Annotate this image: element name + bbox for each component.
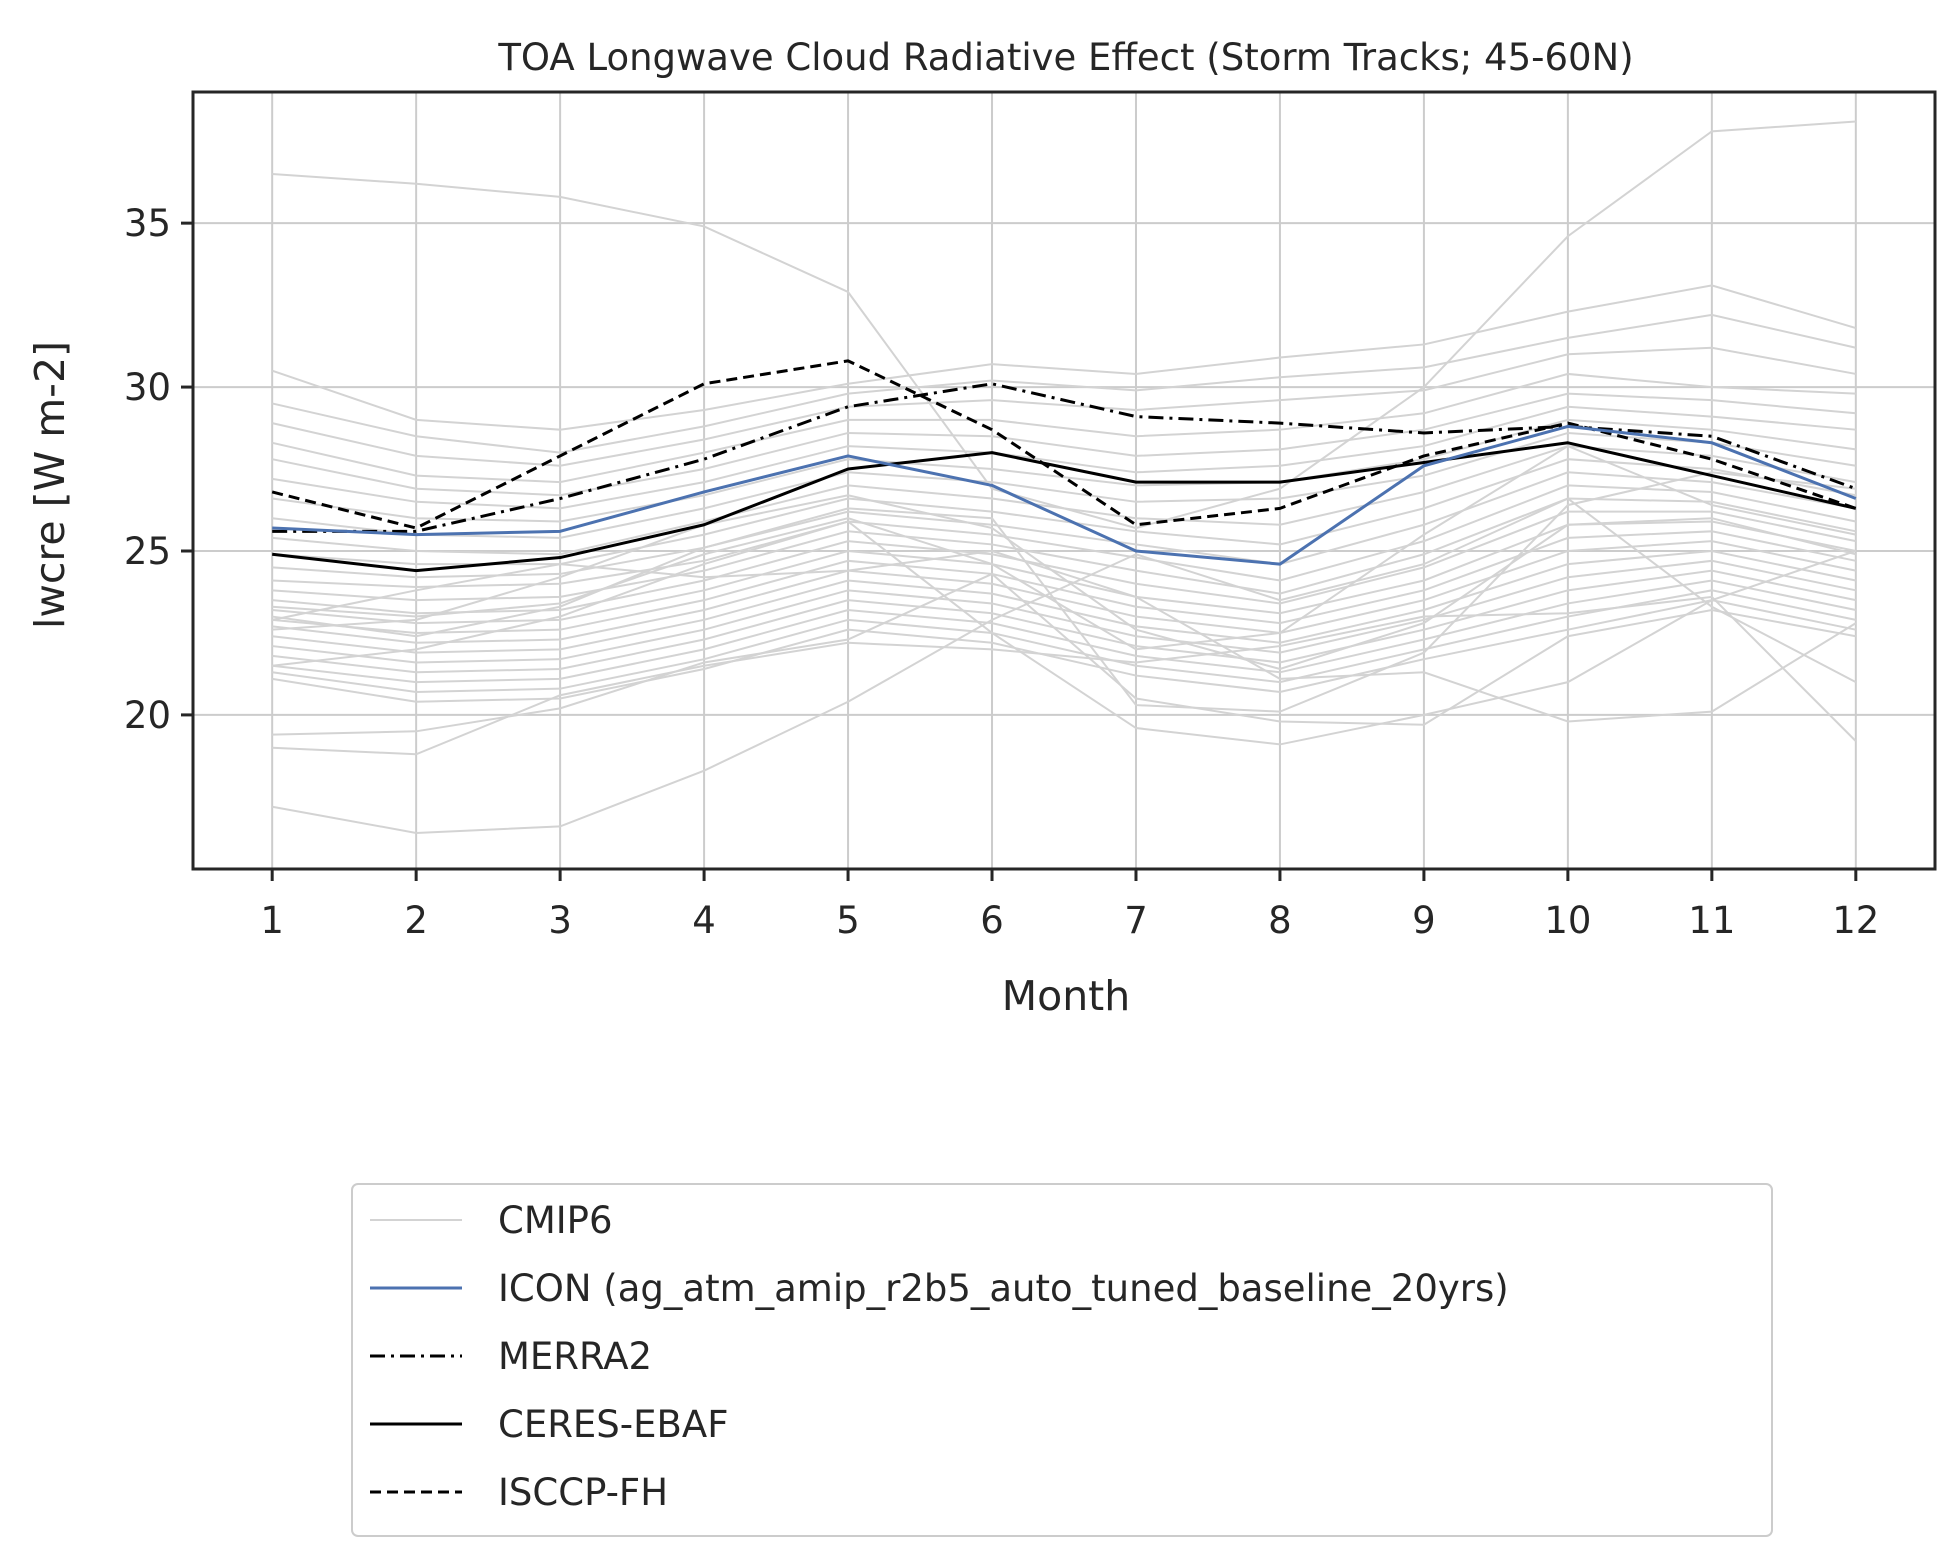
cmip6-member-line [271,372,1856,484]
cmip6-member-line [272,549,1857,654]
x-tick-label: 5 [836,899,860,942]
cmip6-member-line [272,579,1857,684]
axes-frame [191,90,1937,871]
cmip6-member-line [272,572,1856,736]
x-tick-label: 7 [1124,899,1148,942]
x-tick-label: 10 [1544,899,1591,942]
legend-label: ICON (ag_atm_amip_r2b5_auto_tuned_baseli… [498,1267,1509,1310]
legend-box [351,1183,1773,1537]
cmip6-member-line [272,444,1857,651]
y-tick-label: 30 [124,366,171,409]
cmip6-member-line [272,431,1856,539]
cmip6-member-line [271,313,1857,454]
x-axis-label: Month [1002,972,1131,1020]
x-tick-label: 4 [692,899,716,942]
y-tick-label: 35 [124,202,171,245]
legend-label: CMIP6 [498,1199,613,1242]
cmip6-member-line [272,497,1857,834]
cmip6-member-line [272,569,1857,674]
cmip6-member-line [272,458,1856,566]
cmip6-member-line [271,284,1857,431]
series-line-ceres-ebaf [272,441,1857,573]
cmip6-member-line [272,595,1857,756]
cmip6-member-line [272,471,1856,579]
x-tick-label: 6 [980,899,1004,942]
y-tick-label: 20 [124,694,171,737]
legend-label: ISCCP-FH [498,1471,668,1514]
series-line-merra2 [272,382,1857,533]
y-axis-label: lwcre [W m-2] [26,341,74,629]
cmip6-member-line [272,494,1857,671]
legend: CMIP6 ICON (ag_atm_amip_r2b5_auto_tuned_b… [351,1183,1773,1537]
cmip6-member-line [272,418,1856,523]
x-tick-label: 1 [260,899,284,942]
legend-label: CERES-EBAF [498,1403,729,1446]
x-tick-label: 12 [1832,899,1879,942]
cmip6-member-line [272,520,1857,746]
x-tick-label: 8 [1268,899,1292,942]
y-tick-label: 25 [124,530,171,573]
cmip6-member-line [271,346,1856,467]
cmip6-member-line [272,510,1857,615]
series-line-icon [272,424,1857,566]
cmip6-member-line [272,540,1857,644]
cmip6-member-line [272,589,1857,693]
cmip6-member-line [272,471,1856,713]
cmip6-member-line [272,559,1857,664]
cmip6-member-line [272,530,1857,634]
cmip6-member-line [271,549,1857,723]
x-tick-label: 11 [1688,899,1735,942]
x-tick-label: 2 [404,899,428,942]
x-tick-label: 9 [1412,899,1436,942]
x-tick-label: 3 [548,899,572,942]
cmip6-member-line [272,599,1857,703]
legend-label: MERRA2 [498,1335,652,1378]
chart-title: TOA Longwave Cloud Radiative Effect (Sto… [497,36,1633,79]
cmip6-member-line [272,405,1856,510]
cmip6-member-line [271,392,1856,497]
